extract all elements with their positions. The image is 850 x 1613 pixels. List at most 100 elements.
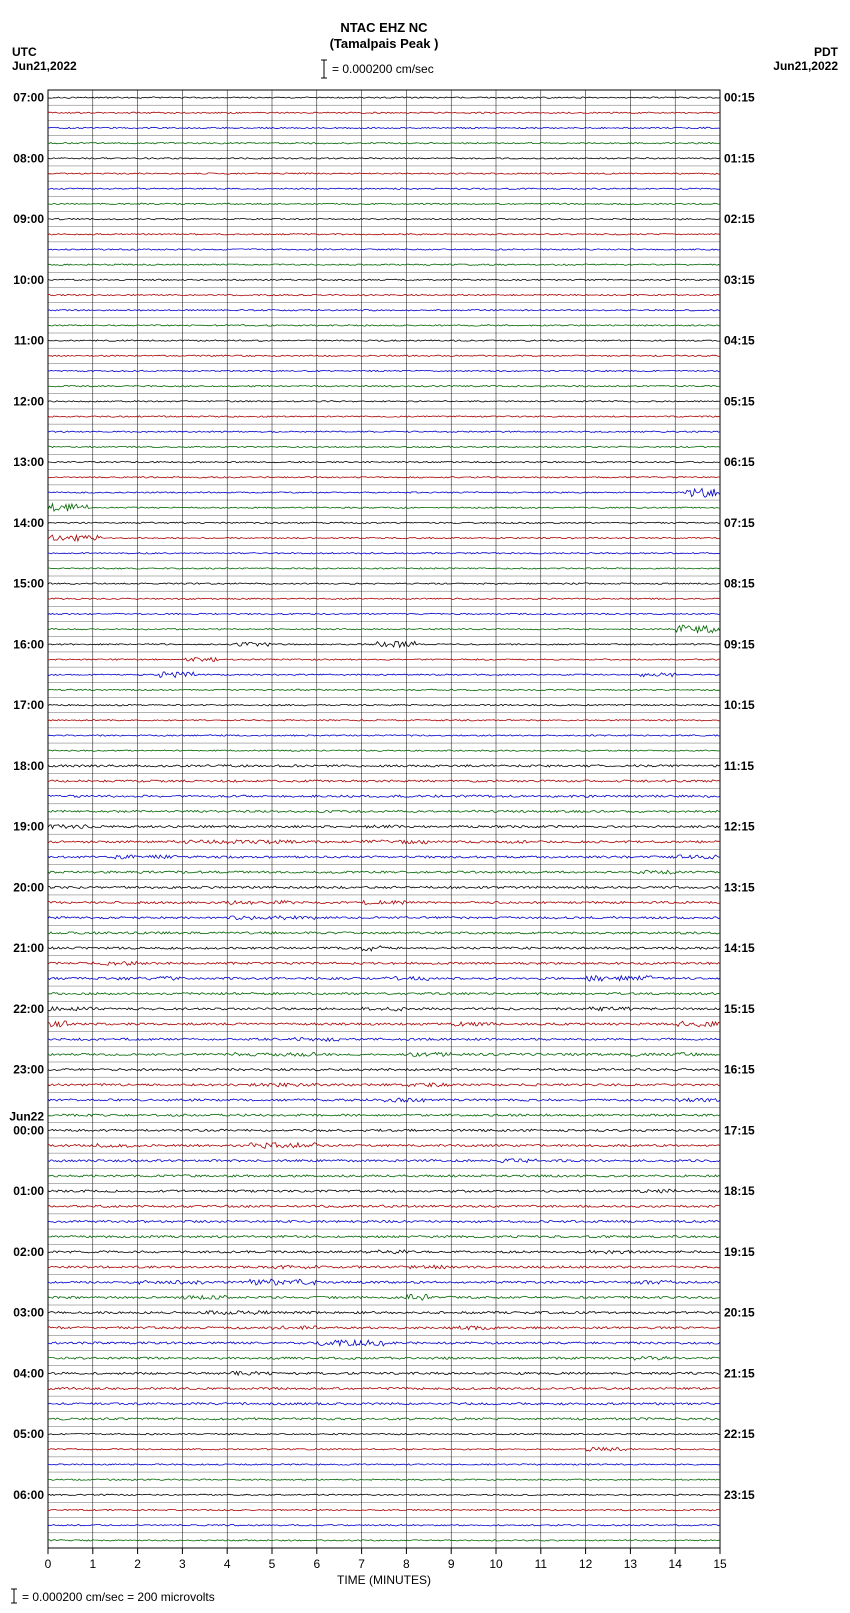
- seismic-trace: [48, 264, 720, 265]
- seismic-trace: [48, 1479, 720, 1480]
- left-time-label: 17:00: [13, 698, 44, 712]
- left-time-label: 10:00: [13, 273, 44, 287]
- right-time-label: 08:15: [724, 577, 755, 591]
- seismic-trace: [48, 976, 720, 982]
- left-time-label: 05:00: [13, 1427, 44, 1441]
- right-time-label: 17:15: [724, 1123, 755, 1137]
- seismic-trace: [48, 625, 720, 633]
- seismic-trace: [48, 1279, 720, 1285]
- left-time-label: 04:00: [13, 1366, 44, 1380]
- seismic-trace: [48, 1114, 720, 1116]
- right-time-label: 21:15: [724, 1366, 755, 1380]
- seismic-trace: [48, 522, 720, 523]
- seismic-trace: [48, 1540, 720, 1541]
- left-time-label: 23:00: [13, 1063, 44, 1077]
- seismic-trace: [48, 188, 720, 189]
- x-tick-label: 14: [669, 1557, 683, 1571]
- right-time-label: 00:15: [724, 91, 755, 105]
- seismic-trace: [48, 1294, 720, 1300]
- x-tick-label: 0: [45, 1557, 52, 1571]
- right-time-label: 19:15: [724, 1245, 755, 1259]
- seismic-trace: [48, 1021, 720, 1027]
- left-time-label: 13:00: [13, 455, 44, 469]
- left-time-label: 20:00: [13, 880, 44, 894]
- station-title-2: (Tamalpais Peak ): [330, 36, 439, 51]
- seismic-trace: [48, 1143, 720, 1149]
- seismic-trace: [48, 234, 720, 235]
- x-tick-label: 4: [224, 1557, 231, 1571]
- station-title-1: NTAC EHZ NC: [340, 20, 428, 35]
- seismic-trace: [48, 1433, 720, 1434]
- x-tick-label: 8: [403, 1557, 410, 1571]
- seismic-trace: [48, 1265, 720, 1269]
- seismic-trace: [48, 1403, 720, 1405]
- seismic-trace: [48, 1083, 720, 1087]
- right-time-label: 20:15: [724, 1306, 755, 1320]
- seismic-trace: [48, 1052, 720, 1056]
- right-time-label: 02:15: [724, 212, 755, 226]
- seismic-trace: [48, 568, 720, 569]
- x-tick-label: 9: [448, 1557, 455, 1571]
- seismic-trace: [48, 1129, 720, 1131]
- left-time-label: 18:00: [13, 759, 44, 773]
- seismic-trace: [48, 962, 720, 966]
- seismic-trace: [48, 932, 720, 934]
- seismic-trace: [48, 1098, 720, 1102]
- right-time-label: 01:15: [724, 151, 755, 165]
- right-time-label: 09:15: [724, 637, 755, 651]
- x-tick-label: 3: [179, 1557, 186, 1571]
- left-time-label: 21:00: [13, 941, 44, 955]
- seismic-trace: [48, 1311, 720, 1315]
- seismic-trace: [48, 993, 720, 995]
- left-time-label: 09:00: [13, 212, 44, 226]
- seismic-trace: [48, 810, 720, 812]
- right-time-label: 23:15: [724, 1488, 755, 1502]
- seismic-trace: [48, 294, 720, 295]
- x-tick-label: 12: [579, 1557, 593, 1571]
- seismic-trace: [48, 535, 720, 541]
- right-time-label: 13:15: [724, 880, 755, 894]
- left-time-label: 11:00: [14, 334, 44, 348]
- seismic-trace: [48, 310, 720, 311]
- header-scale-text: = 0.000200 cm/sec: [332, 62, 434, 76]
- seismic-trace: [48, 1447, 720, 1451]
- seismic-trace: [48, 946, 720, 951]
- utc-date: Jun21,2022: [12, 59, 77, 73]
- right-time-label: 18:15: [724, 1184, 755, 1198]
- seismic-trace: [48, 1326, 720, 1330]
- seismic-trace: [48, 1340, 720, 1346]
- seismic-trace: [48, 1159, 720, 1163]
- right-time-label: 14:15: [724, 941, 755, 955]
- seismic-trace: [48, 340, 720, 341]
- seismic-trace: [48, 325, 720, 326]
- seismic-trace: [48, 1069, 720, 1071]
- left-time-label: 22:00: [13, 1002, 44, 1016]
- right-time-label: 22:15: [724, 1427, 755, 1441]
- left-time-label: 02:00: [13, 1245, 44, 1259]
- seismic-trace: [48, 672, 720, 678]
- left-time-label: 00:00: [13, 1123, 44, 1137]
- seismic-trace: [48, 386, 720, 387]
- left-time-label: 14:00: [13, 516, 44, 530]
- seismic-trace: [48, 1038, 720, 1042]
- seismic-trace: [48, 658, 720, 662]
- seismic-trace: [48, 1220, 720, 1222]
- seismic-trace: [48, 689, 720, 690]
- seismic-trace: [48, 1205, 720, 1207]
- seismic-trace: [48, 1494, 720, 1495]
- right-time-label: 05:15: [724, 394, 755, 408]
- seismic-trace: [48, 477, 720, 478]
- footer-scale-text: = 0.000200 cm/sec = 200 microvolts: [22, 1590, 215, 1604]
- seismic-trace: [48, 886, 720, 888]
- left-time-label: 15:00: [13, 577, 44, 591]
- seismic-trace: [48, 855, 720, 859]
- seismic-trace: [48, 249, 720, 250]
- seismic-trace: [48, 1464, 720, 1465]
- seismic-trace: [48, 583, 720, 584]
- seismic-trace: [48, 203, 720, 204]
- pdt-label: PDT: [814, 45, 839, 59]
- seismic-trace: [48, 780, 720, 782]
- seismic-trace: [48, 870, 720, 874]
- seismic-trace: [48, 1418, 720, 1420]
- seismic-trace: [48, 1356, 720, 1360]
